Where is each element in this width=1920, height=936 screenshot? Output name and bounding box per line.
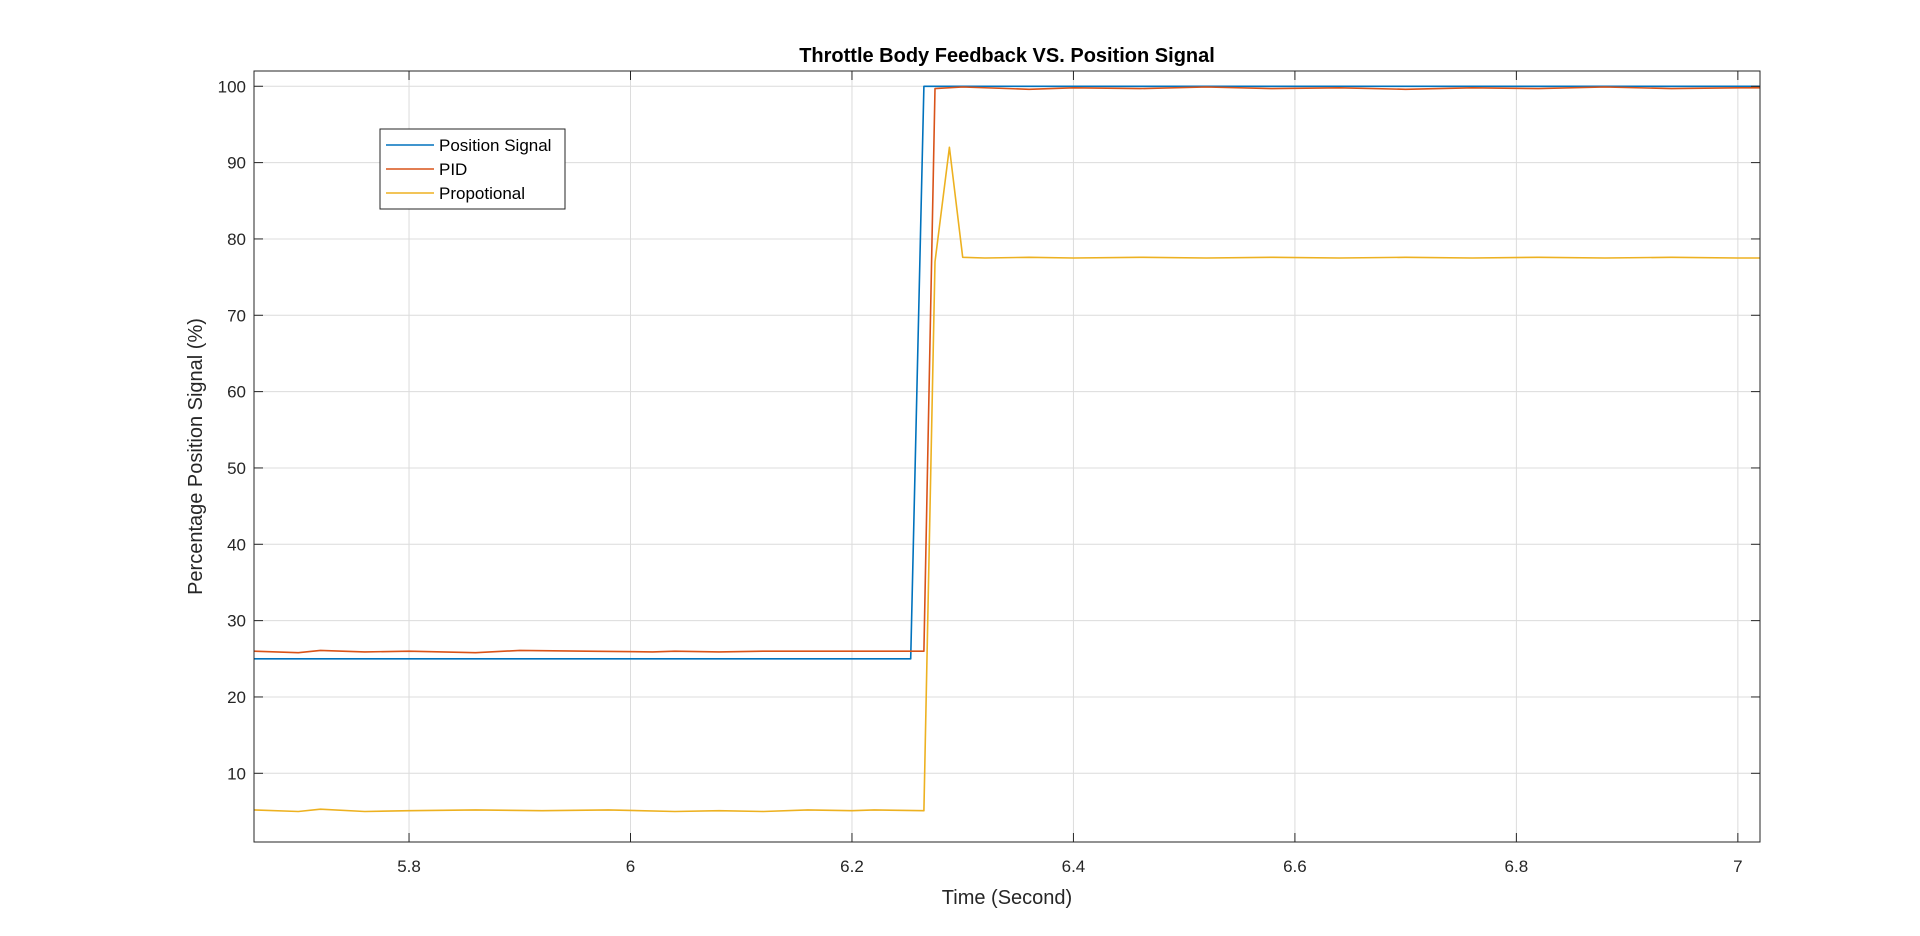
y-tick-label: 30 xyxy=(227,612,246,631)
y-tick-label: 80 xyxy=(227,230,246,249)
y-axis-title: Percentage Position Signal (%) xyxy=(185,318,207,595)
axis-ticks: 5.8 6 6.2 6.4 6.6 6.8 7 10 20 30 40 50 60 70 80 90 100 xyxy=(218,71,1760,876)
legend: Position Signal PID Propotional xyxy=(379,128,566,210)
chart-title: Throttle Body Feedback VS. Position Sign… xyxy=(799,45,1215,67)
y-tick-label: 20 xyxy=(227,688,246,707)
x-tick-label: 6 xyxy=(626,857,635,876)
x-tick-label: 6.6 xyxy=(1283,857,1307,876)
series-line-0 xyxy=(254,85,1760,660)
series-line-1 xyxy=(254,86,1760,654)
x-tick-label: 6.4 xyxy=(1062,857,1086,876)
series-line-2 xyxy=(254,146,1760,813)
y-tick-label: 40 xyxy=(227,535,246,554)
y-tick-label: 100 xyxy=(218,77,246,96)
series-lines xyxy=(254,85,1760,813)
x-tick-label: 6.8 xyxy=(1505,857,1529,876)
y-tick-label: 60 xyxy=(227,383,246,402)
x-axis-title: Time (Second) xyxy=(942,887,1072,909)
plot-frame xyxy=(253,70,1761,843)
legend-label: Propotional xyxy=(439,184,525,203)
x-tick-label: 6.2 xyxy=(840,857,864,876)
x-tick-label: 5.8 xyxy=(397,857,421,876)
y-tick-label: 90 xyxy=(227,154,246,173)
y-tick-label: 50 xyxy=(227,459,246,478)
y-tick-label: 70 xyxy=(227,306,246,325)
y-tick-label: 10 xyxy=(227,764,246,783)
legend-label: Position Signal xyxy=(439,136,551,155)
x-tick-label: 7 xyxy=(1733,857,1742,876)
legend-label: PID xyxy=(439,160,467,179)
